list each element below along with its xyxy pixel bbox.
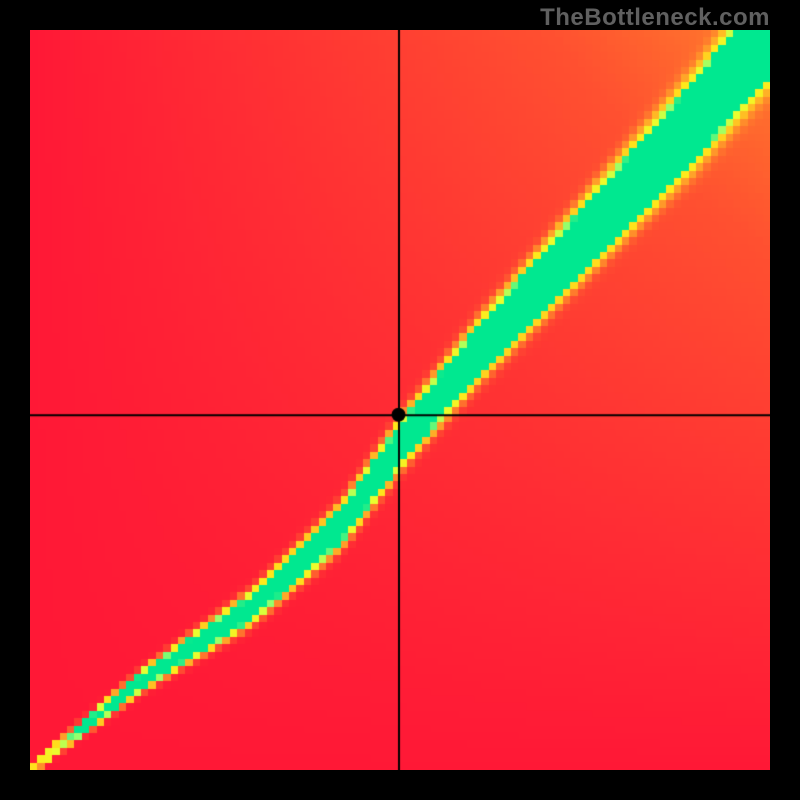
crosshair-overlay	[30, 30, 770, 770]
watermark-text: TheBottleneck.com	[540, 4, 770, 32]
